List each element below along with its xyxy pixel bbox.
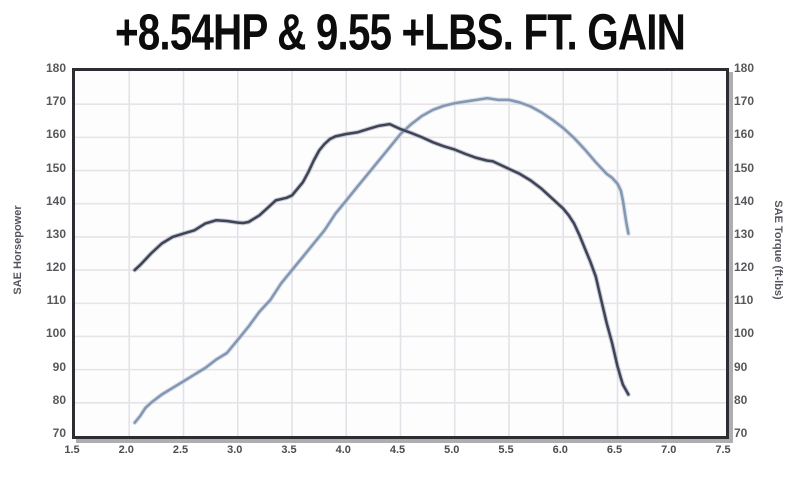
- y-tick-label-right: 80: [734, 392, 748, 407]
- horsepower-curve-halo: [132, 95, 631, 426]
- y-tick-label-left: 140: [45, 193, 66, 208]
- x-tick-label: 4.5: [389, 444, 406, 456]
- x-tick-label: 1.5: [64, 444, 80, 456]
- y-tick-label-left: 100: [45, 326, 66, 341]
- y-tick-label-right: 110: [734, 293, 754, 308]
- x-tick-label: 3.5: [281, 444, 297, 456]
- x-tick-label: 2.5: [172, 444, 189, 456]
- x-tick-label: 7.0: [661, 444, 677, 456]
- chart-title: +8.54HP & 9.55 +LBS. FT. GAIN: [115, 3, 686, 61]
- y-tick-label-left: 120: [45, 260, 66, 275]
- x-tick-label: 3.0: [227, 444, 243, 456]
- torque-curve-halo: [132, 121, 631, 397]
- y-tick-label-right: 170: [734, 94, 755, 109]
- x-tick-label: 6.0: [552, 444, 568, 456]
- torque-curve: [133, 122, 630, 396]
- y-tick-label-left: 80: [52, 392, 66, 407]
- x-tick-label: 4.0: [335, 444, 351, 456]
- y-tick-label-left: 90: [52, 359, 66, 374]
- right-axis-title: SAE Torque (ft-lbs): [772, 200, 784, 300]
- x-tick-label: 5.5: [498, 444, 514, 456]
- y-tick-label-left: 70: [52, 426, 66, 440]
- y-tick-label-right: 100: [734, 326, 755, 341]
- y-tick-label-right: 180: [734, 61, 755, 75]
- y-tick-label-left: 110: [46, 293, 66, 308]
- x-tick-label: 6.5: [606, 444, 623, 456]
- y-tick-label-left: 170: [45, 94, 66, 109]
- y-tick-label-left: 180: [45, 61, 66, 75]
- plot-area: [72, 68, 729, 439]
- y-tick-label-right: 150: [734, 160, 755, 175]
- y-tick-label-left: 130: [45, 226, 66, 241]
- y-tick-label-left: 150: [45, 160, 66, 175]
- left-axis-title: SAE Horsepower: [12, 205, 24, 295]
- x-tick-label: 7.5: [715, 444, 731, 456]
- y-tick-label-right: 120: [734, 260, 755, 275]
- dyno-curves-svg: [75, 71, 726, 436]
- y-tick-label-left: 160: [45, 127, 66, 142]
- y-tick-label-right: 70: [734, 426, 748, 440]
- x-tick-label: 2.0: [118, 444, 134, 456]
- y-tick-label-right: 160: [734, 127, 755, 142]
- y-tick-label-right: 140: [734, 193, 755, 208]
- horsepower-curve: [133, 96, 630, 424]
- y-tick-label-right: 130: [734, 226, 755, 241]
- y-tick-label-right: 90: [734, 359, 748, 374]
- x-tick-label: 5.0: [444, 444, 460, 456]
